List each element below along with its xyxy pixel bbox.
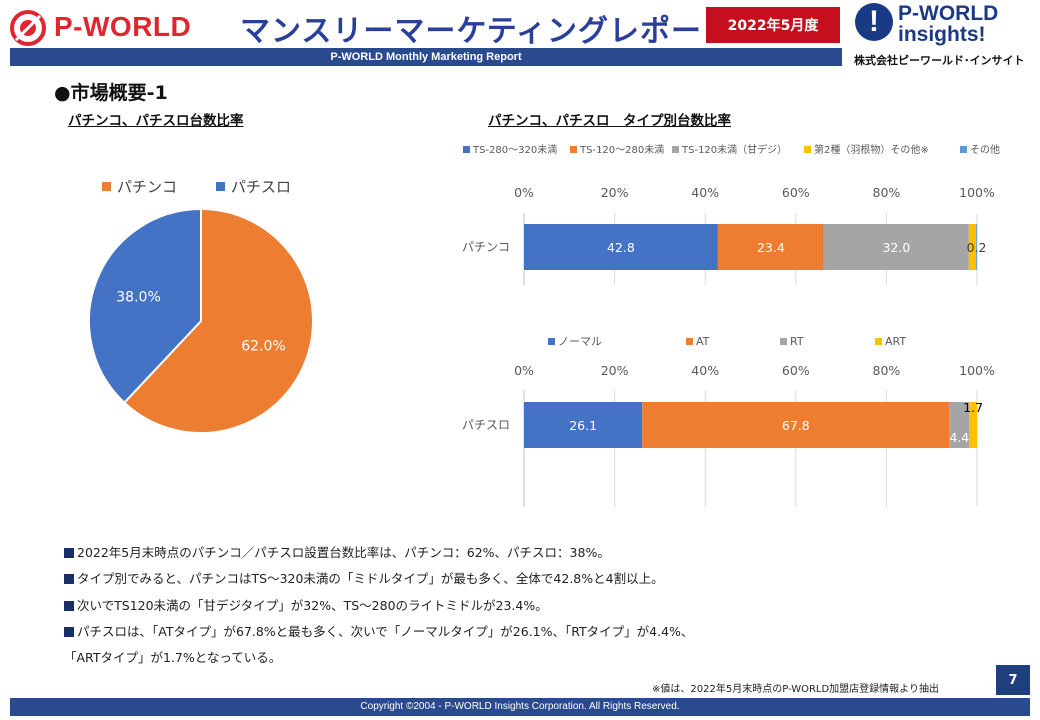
bar1-data-label-1: 67.8 — [782, 418, 810, 433]
bar-chart-title: パチンコ、パチスロ タイプ別台数比率 — [488, 113, 731, 129]
bar0-data-label-4: 0.2 — [967, 240, 987, 255]
bar1-data-label-3: 1.7 — [963, 400, 983, 415]
bar0-legend-label-2: TS-120未満（甘デジ） — [681, 143, 787, 156]
bullet-text: パチスロは、「ATタイプ」が67.8%と最も多く、次いで「ノーマルタイプ」が26… — [77, 624, 694, 639]
legend-label-0: パチンコ — [117, 178, 177, 196]
pie-slice-1 — [88, 207, 202, 405]
pie-chart: パチンコ パチスロ 62.0% 38.0% — [88, 178, 314, 434]
bar1-tick-label-5: 100% — [959, 363, 995, 378]
bar0-tick-label-1: 20% — [601, 185, 629, 200]
bullet-square-icon — [64, 548, 74, 558]
brand-left-text: P-WORLD — [54, 11, 192, 42]
bar1-tick-label-3: 60% — [782, 363, 810, 378]
bar1-segment-0 — [524, 402, 643, 448]
bar0-tick-label-5: 100% — [959, 185, 995, 200]
pie-chart-title: パチンコ、パチスロ台数比率 — [68, 113, 244, 129]
brand-right-line2: insights! — [898, 23, 986, 46]
subtitle-bar: P-WORLD Monthly Marketing Report — [10, 48, 842, 66]
bullet-square-icon — [64, 601, 74, 611]
pie-legend: パチンコ パチスロ — [102, 178, 291, 196]
bar0-legend-swatch-2 — [672, 146, 679, 153]
bar0-legend-swatch-1 — [570, 146, 577, 153]
exclamation-icon: ! — [855, 3, 893, 41]
bar1-legend-label-3: ART — [885, 335, 906, 348]
bar0-data-label-1: 23.4 — [757, 240, 785, 255]
bar0-segment-3 — [968, 224, 977, 270]
stacked-bar-chart: TS-280～320未満 TS-120～280未満 TS-120未満（甘デジ） 第2種… — [462, 143, 1000, 507]
bar0-data-label-0: 42.8 — [607, 240, 635, 255]
bar0-legend-label-3: 第2種（羽根物）その他※ — [814, 143, 929, 156]
bar1-category-label: パチスロ — [462, 418, 510, 432]
bar0-segment-4 — [976, 224, 977, 270]
footer-copyright: Copyright ©2004 - P-WORLD Insights Corpo… — [10, 698, 1030, 716]
bar0-tick-label-3: 60% — [782, 185, 810, 200]
bar1-tick-label-1: 20% — [601, 363, 629, 378]
date-badge: 2022年5月度 — [706, 7, 840, 43]
section-title: ●市場概要-1 — [54, 82, 168, 104]
bar1-legend-label-0: ノーマル — [558, 335, 602, 348]
bar0-segment-2 — [823, 224, 969, 270]
bar1-legend-label-2: RT — [790, 335, 804, 348]
legend-label-1: パチスロ — [231, 178, 291, 196]
bar1-tick-label-4: 80% — [873, 363, 901, 378]
bullet-2: タイプ別でみると、パチンコはTS～320未満の「ミドルタイプ」が最も多く、全体で… — [64, 568, 664, 587]
legend-swatch-0 — [102, 182, 111, 191]
bar1-segment-1 — [642, 402, 950, 448]
bar1-legend-swatch-0 — [548, 338, 555, 345]
bar0-legend-swatch-0 — [463, 146, 470, 153]
pie-data-label-1: 38.0% — [116, 289, 160, 305]
p-world-logo: P-WORLD — [10, 8, 210, 46]
report-title: マンスリーマーケティングレポート — [240, 14, 733, 49]
bar0-tick-label-2: 40% — [691, 185, 719, 200]
bar0-legend-label-1: TS-120～280未満 — [579, 144, 664, 156]
bullet-text: タイプ別でみると、パチンコはTS～320未満の「ミドルタイプ」が最も多く、全体で… — [77, 571, 664, 586]
p-world-insights-logo: ! P-WORLD insights! 株式会社ピーワールド･インサイト — [852, 2, 1038, 67]
bullet-5: 「ARTタイプ」が1.7%となっている。 — [64, 647, 281, 666]
brand-right-company: 株式会社ピーワールド･インサイト — [854, 54, 1025, 67]
bar0-data-label-2: 32.0 — [882, 240, 910, 255]
bar1-tick-label-2: 40% — [691, 363, 719, 378]
bar1-tick-label-0: 0% — [514, 363, 534, 378]
bar0-legend-swatch-4 — [960, 146, 967, 153]
bullet-text: 2022年5月末時点のパチンコ／パチスロ設置台数比率は、パチンコ：62%、パチス… — [77, 545, 610, 560]
bar0-segment-1 — [717, 224, 824, 270]
bar1-legend-label-1: AT — [696, 335, 710, 348]
brand-right-line1: P-WORLD — [898, 2, 999, 25]
bar1-data-label-0: 26.1 — [569, 418, 597, 433]
bar1-legend-swatch-3 — [875, 338, 882, 345]
bullet-4: パチスロは、「ATタイプ」が67.8%と最も多く、次いで「ノーマルタイプ」が26… — [64, 621, 693, 640]
bar0-tick-label-4: 80% — [873, 185, 901, 200]
bullet-1: 2022年5月末時点のパチンコ／パチスロ設置台数比率は、パチンコ：62%、パチス… — [64, 542, 610, 561]
pie-data-label-0: 62.0% — [241, 339, 285, 355]
legend-swatch-1 — [216, 182, 225, 191]
source-note: ※値は、2022年5月末時点のP-WORLD加盟店登録情報より抽出 — [652, 684, 939, 695]
bullet-square-icon — [64, 574, 74, 584]
bullet-3: 次いでTS120未満の「甘デジタイプ」が32%、TS～280のライトミドルが23… — [64, 595, 548, 614]
bar0-segment-0 — [524, 224, 718, 270]
bar1-legend-swatch-1 — [686, 338, 693, 345]
bar1-segment-3 — [969, 402, 977, 448]
pie-slice-0 — [122, 207, 314, 434]
bullet-square-icon — [64, 627, 74, 637]
bullet-text: 「ARTタイプ」が1.7%となっている。 — [64, 650, 282, 665]
bar0-legend-swatch-3 — [804, 146, 811, 153]
p-world-logo-icon — [10, 10, 46, 46]
bar1-data-label-2: 4.4 — [949, 430, 969, 445]
bar1-segment-2 — [949, 402, 970, 448]
page-number: 7 — [996, 665, 1030, 695]
bar0-tick-label-0: 0% — [514, 185, 534, 200]
bar0-category-label: パチンコ — [462, 240, 510, 254]
bar0-legend-label-4: その他 — [970, 143, 1000, 156]
bullet-text: 次いでTS120未満の「甘デジタイプ」が32%、TS～280のライトミドルが23… — [77, 598, 548, 613]
bar0-legend-label-0: TS-280～320未満 — [472, 144, 557, 156]
bar1-legend-swatch-2 — [780, 338, 787, 345]
